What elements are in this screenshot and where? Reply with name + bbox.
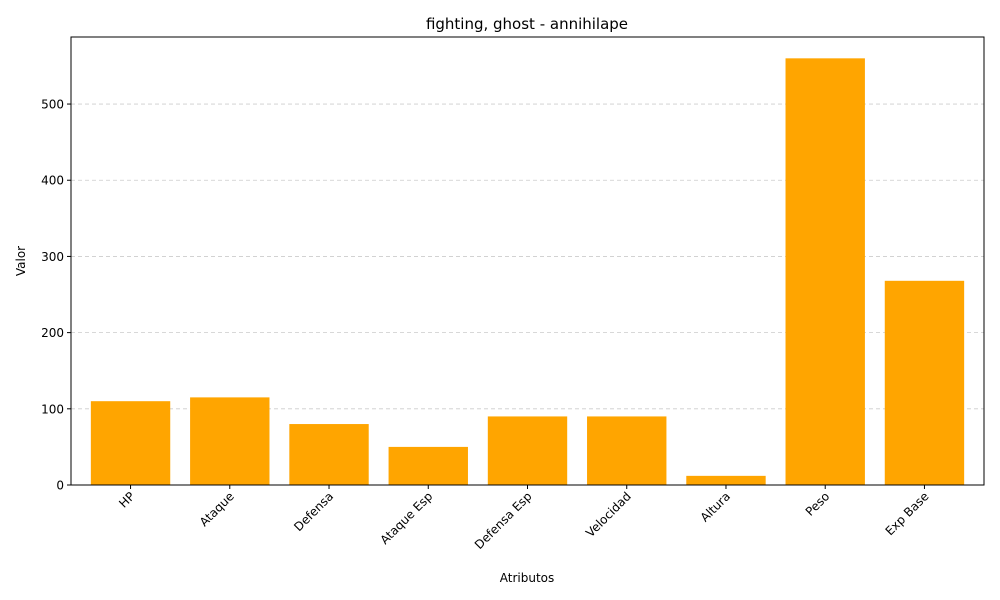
y-axis-label: Valor <box>14 246 28 276</box>
bar <box>388 446 468 485</box>
y-tick-label: 200 <box>41 326 64 340</box>
x-axis-ticks: HP Ataque Defensa Ataque Esp Defensa Esp Velo… <box>116 485 932 552</box>
bar <box>785 58 865 485</box>
bar <box>686 475 766 485</box>
bars <box>90 58 965 485</box>
y-tick-label: 300 <box>41 250 64 264</box>
bar <box>289 424 369 485</box>
x-tick-label: Velocidad <box>583 489 634 540</box>
x-tick-label: Defensa Esp <box>472 489 535 552</box>
bar <box>190 397 270 485</box>
x-tick-label: Defensa <box>291 489 336 534</box>
bar <box>884 280 965 485</box>
x-axis-label: Atributos <box>500 571 555 585</box>
y-tick-label: 400 <box>41 174 64 188</box>
x-tick-label: Peso <box>803 489 833 519</box>
x-tick-label: Ataque <box>197 489 237 529</box>
x-tick-label: Ataque Esp <box>377 489 435 547</box>
bar <box>90 401 171 485</box>
y-tick-label: 100 <box>41 402 64 416</box>
y-tick-label: 0 <box>56 479 64 493</box>
x-tick-label: Exp Base <box>883 489 932 538</box>
chart-title: fighting, ghost - annihilape <box>426 15 628 33</box>
bar <box>587 416 667 485</box>
y-axis-ticks: 0 100 200 300 400 500 <box>41 98 71 493</box>
y-tick-label: 500 <box>41 98 64 112</box>
x-tick-label: HP <box>116 489 137 510</box>
y-gridlines <box>71 103 984 410</box>
bar <box>487 416 568 485</box>
x-tick-label: Altura <box>698 489 733 524</box>
